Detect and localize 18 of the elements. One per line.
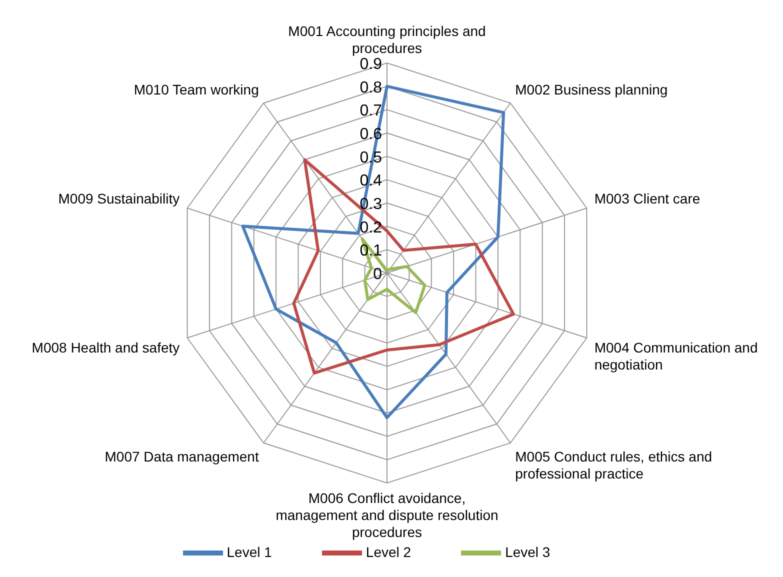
legend-label: Level 1 bbox=[226, 544, 272, 560]
y-tick-label: 0.2 bbox=[360, 219, 382, 236]
spoke-label: M008 Health and safety bbox=[32, 339, 180, 356]
legend-label: Level 3 bbox=[505, 544, 550, 560]
y-tick-label: 0 bbox=[373, 266, 382, 283]
y-tick-label: 0.7 bbox=[360, 102, 382, 120]
spoke-label: M009 Sustainability bbox=[58, 190, 180, 207]
spoke-label: M007 Data management bbox=[104, 448, 259, 464]
spoke-label: M010 Team working bbox=[134, 82, 259, 98]
spoke-label: M002 Business planning bbox=[515, 82, 668, 98]
legend-label: Level 2 bbox=[366, 544, 412, 560]
spoke-label: M004 Communication and negotiation bbox=[594, 339, 758, 372]
spoke-label: M005 Conduct rules, ethics and professional practice bbox=[515, 448, 712, 482]
spoke-label: M003 Client care bbox=[594, 190, 700, 207]
y-tick-label: 0.8 bbox=[360, 79, 382, 96]
spoke-label: M001 Accounting principles and procedures bbox=[288, 23, 486, 56]
y-tick-label: 0.9 bbox=[360, 56, 382, 73]
spoke-label: M006 Conflict avoidance, management and dispute resolution procedures bbox=[276, 490, 498, 540]
